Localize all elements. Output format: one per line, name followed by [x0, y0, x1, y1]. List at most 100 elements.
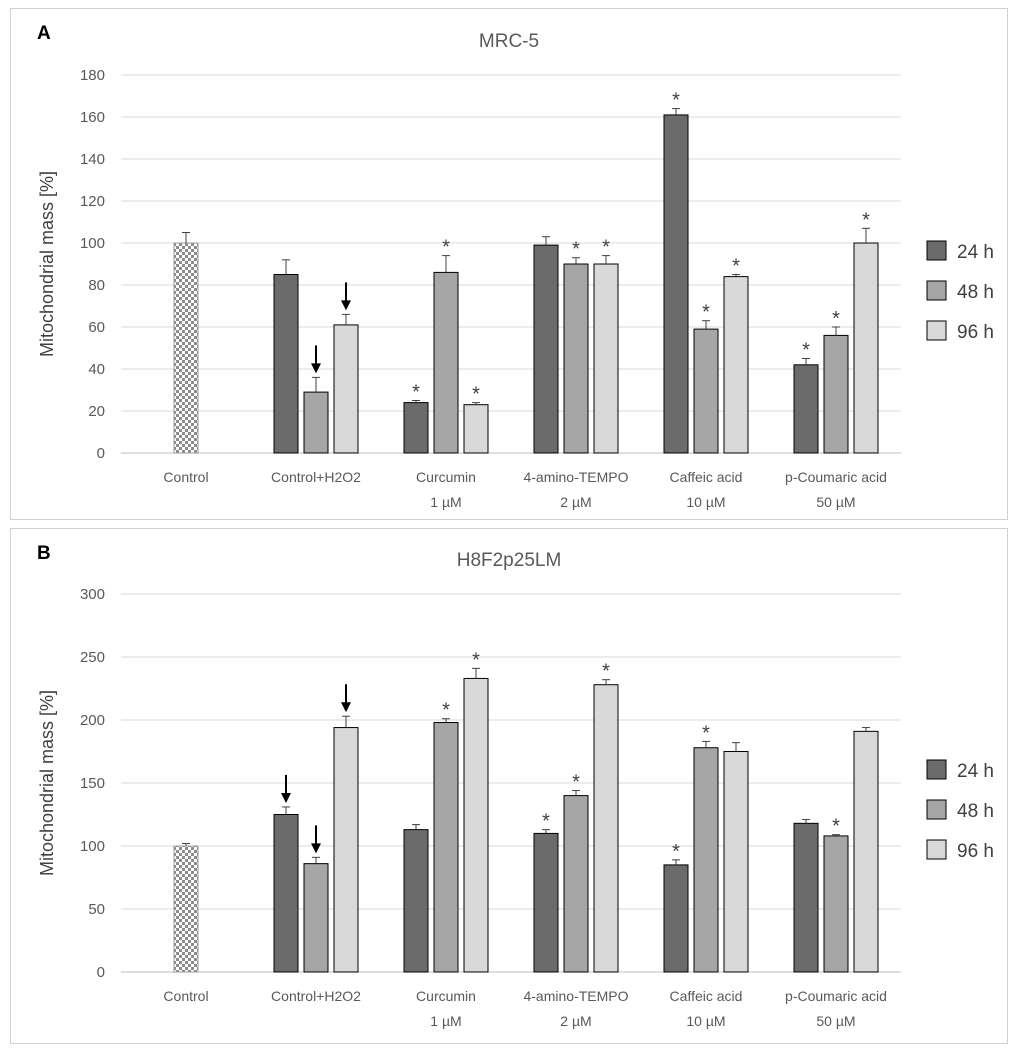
significance-star: *: [472, 649, 480, 671]
arrow-head-icon: [341, 702, 351, 713]
bar-96h: [723, 276, 749, 454]
panel-letter: B: [37, 543, 51, 564]
significance-star: *: [672, 90, 680, 112]
bar-24h: [533, 832, 559, 973]
x-category-sublabel: 1 µM: [430, 1013, 461, 1029]
y-tick-label: 80: [88, 277, 105, 294]
x-category-sublabel: 1 µM: [430, 494, 461, 510]
bar-24h: [403, 402, 429, 454]
legend-swatch: [926, 320, 947, 341]
bar-24h: [793, 364, 819, 454]
y-tick-label: 160: [80, 109, 105, 126]
chart-title: H8F2p25LM: [457, 550, 562, 571]
y-tick-label: 100: [80, 838, 105, 855]
bar-96h: [593, 263, 619, 454]
x-category-label: Curcumin: [416, 469, 476, 485]
bar-96h: [853, 730, 879, 973]
bar-96h: [853, 242, 879, 454]
y-tick-label: 300: [80, 586, 105, 603]
bar-96h: [463, 404, 489, 454]
chart-title: MRC-5: [479, 31, 539, 52]
bar-48h: [563, 263, 589, 454]
bar-24h: [663, 114, 689, 454]
bar-48h: [433, 722, 459, 973]
bar-48h: [303, 863, 329, 973]
y-tick-label: 0: [97, 445, 105, 462]
y-tick-label: 40: [88, 361, 105, 378]
bar-control: [173, 845, 199, 973]
legend-swatch: [926, 839, 947, 860]
y-tick-label: 120: [80, 193, 105, 210]
arrow-head-icon: [311, 363, 321, 374]
y-tick-label: 20: [88, 403, 105, 420]
significance-star: *: [442, 237, 450, 259]
y-axis-label: Mitochondrial mass [%]: [37, 690, 57, 876]
x-category-label: Control: [163, 988, 208, 1004]
y-tick-label: 180: [80, 67, 105, 84]
y-axis-label: Mitochondrial mass [%]: [37, 171, 57, 357]
bar-96h: [463, 677, 489, 973]
significance-star: *: [442, 700, 450, 722]
x-category-label: Control: [163, 469, 208, 485]
significance-star: *: [732, 256, 740, 278]
y-tick-label: 100: [80, 235, 105, 252]
x-category-sublabel: 50 µM: [816, 1013, 855, 1029]
panel-b: B H8F2p25LM 0 50 100 150 200 250 300 Mitochondri…: [10, 528, 1008, 1044]
x-category-label: p-Coumaric acid: [785, 469, 887, 485]
y-tick-label: 200: [80, 712, 105, 729]
x-category-label: Curcumin: [416, 988, 476, 1004]
x-category-sublabel: 50 µM: [816, 494, 855, 510]
x-category-label: Caffeic acid: [670, 469, 743, 485]
legend-label: 48 h: [957, 282, 994, 303]
bar-48h: [823, 835, 849, 973]
x-category-sublabel: 2 µM: [560, 494, 591, 510]
x-category-label: 4-amino-TEMPO: [523, 988, 628, 1004]
significance-star: *: [572, 239, 580, 261]
bar-48h: [303, 391, 329, 454]
legend-label: 96 h: [957, 322, 994, 343]
bar-96h: [723, 751, 749, 973]
bar-control: [173, 242, 199, 454]
y-tick-label: 0: [97, 964, 105, 981]
significance-star: *: [602, 237, 610, 259]
chart-mrc5: MRC-5 0 20 40 60 80 100 120 140 160 180 Mitochondri…: [37, 31, 994, 510]
bar-24h: [273, 274, 299, 454]
legend-label: 96 h: [957, 841, 994, 862]
bar-48h: [433, 271, 459, 454]
significance-star: *: [802, 340, 810, 362]
chart-h8f2p25lm: H8F2p25LM 0 50 100 150 200 250 300 Mitochondrial…: [37, 550, 994, 1029]
significance-star: *: [602, 661, 610, 683]
arrow-head-icon: [311, 843, 321, 854]
bar-24h: [663, 864, 689, 973]
bar-24h: [793, 822, 819, 973]
bar-96h: [333, 727, 359, 973]
x-category-sublabel: 10 µM: [686, 494, 725, 510]
arrow-head-icon: [281, 792, 291, 803]
legend-swatch: [926, 280, 947, 301]
x-category-label: Control+H2O2: [271, 469, 361, 485]
x-category-sublabel: 10 µM: [686, 1013, 725, 1029]
bar-24h: [403, 829, 429, 973]
bar-24h: [273, 814, 299, 973]
bar-24h: [533, 244, 559, 454]
legend-label: 24 h: [957, 761, 994, 782]
significance-star: *: [702, 302, 710, 324]
bar-96h: [593, 684, 619, 973]
bar-96h: [333, 324, 359, 454]
y-tick-label: 150: [80, 775, 105, 792]
y-tick-label: 140: [80, 151, 105, 168]
significance-star: *: [542, 811, 550, 833]
x-category-label: p-Coumaric acid: [785, 988, 887, 1004]
bar-48h: [693, 747, 719, 973]
x-category-sublabel: 2 µM: [560, 1013, 591, 1029]
arrow-head-icon: [341, 300, 351, 311]
legend-swatch: [926, 799, 947, 820]
y-tick-label: 60: [88, 319, 105, 336]
significance-star: *: [672, 841, 680, 863]
x-category-label: 4-amino-TEMPO: [523, 469, 628, 485]
legend-label: 24 h: [957, 242, 994, 263]
significance-star: *: [472, 384, 480, 406]
x-category-label: Caffeic acid: [670, 988, 743, 1004]
bar-48h: [693, 328, 719, 454]
y-tick-label: 250: [80, 649, 105, 666]
